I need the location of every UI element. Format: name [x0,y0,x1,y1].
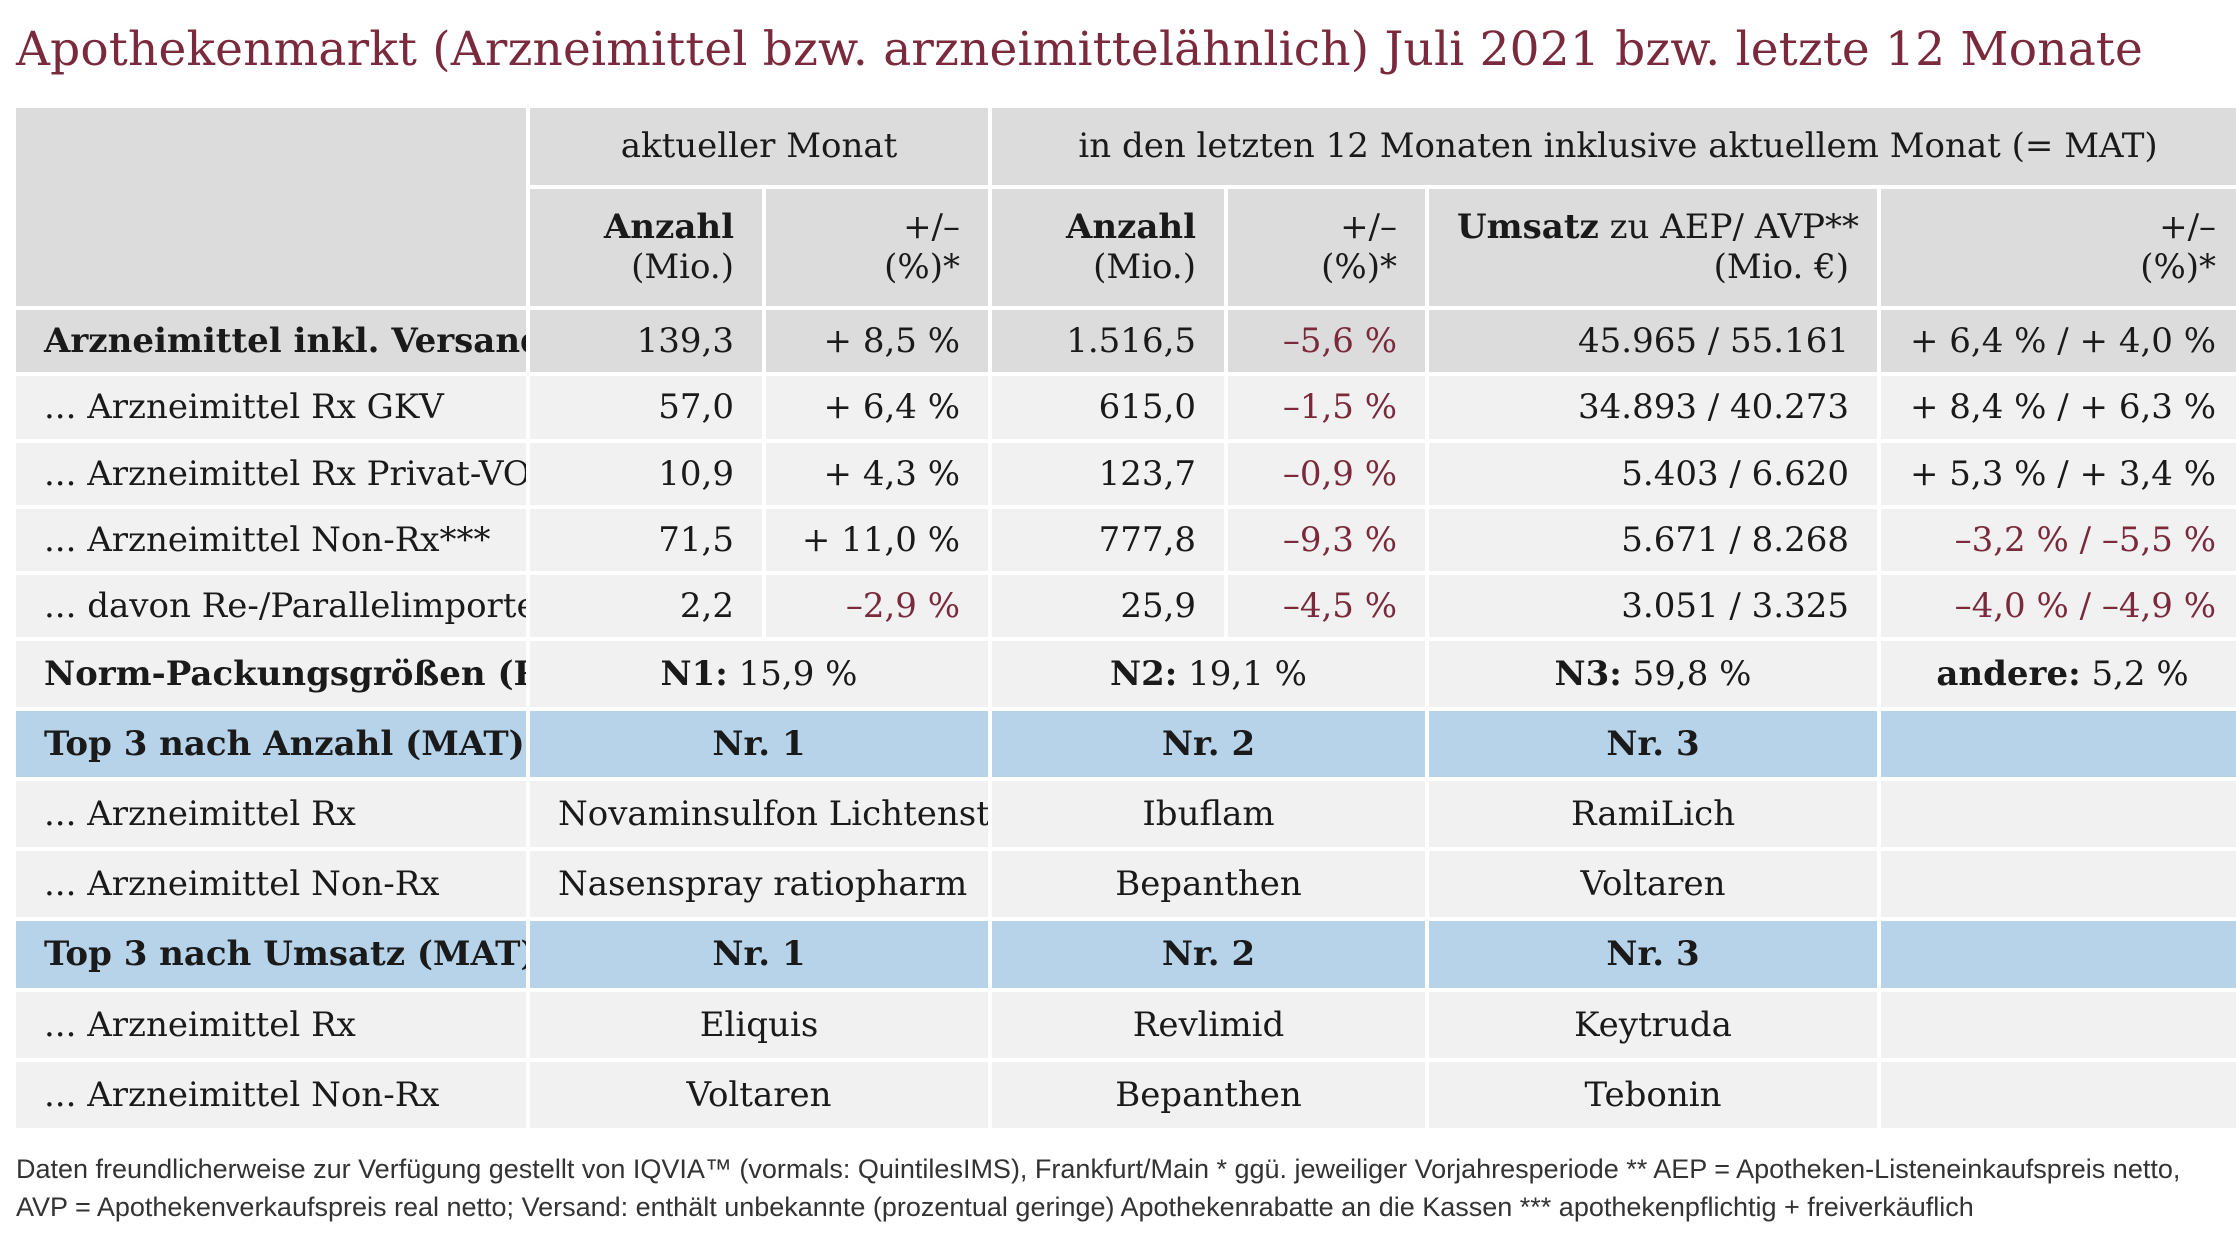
header-column-row: Anzahl (Mio.) +/– (%)* Anzahl (Mio.) +/– (%)… [16,188,2236,307]
table-row: ... Arzneimittel Non-Rx Voltaren Bepanth… [16,1061,2236,1128]
row-label: ... Arzneimittel Rx [16,991,526,1058]
top-anzahl-empty [1881,710,2236,778]
cell-anzahl-mat: 123,7 [992,442,1225,505]
top-umsatz-nonrx-3: Tebonin [1429,1061,1878,1128]
top-anzahl-header-row: Top 3 nach Anzahl (MAT) Nr. 1 Nr. 2 Nr. … [16,710,2236,778]
header-group-row: aktueller Monat in den letzten 12 Monate… [16,108,2236,307]
header-mat: in den letzten 12 Monaten inklusive aktu… [992,108,2236,185]
table-row: ... Arzneimittel Non-Rx Nasenspray ratio… [16,851,2236,918]
top-anzahl-nr1: Nr. 1 [530,710,989,778]
top-anzahl-label: Top 3 nach Anzahl (MAT) [16,710,526,778]
header-change-current: +/– (%)* [766,188,989,307]
page-title: Apothekenmarkt (Arzneimittel bzw. arznei… [16,22,2144,77]
header-umsatz-change: +/– (%)* [1881,188,2236,307]
cell-umsatz-change: –4,0 % / –4,9 % [1881,574,2236,637]
footnote-line-1: Daten freundlicherweise zur Verfügung ge… [16,1154,2181,1184]
top-umsatz-rx-1: Eliquis [530,991,989,1058]
top-umsatz-header-row: Top 3 nach Umsatz (MAT) Nr. 1 Nr. 2 Nr. … [16,921,2236,988]
header-change-mat: +/– (%)* [1228,188,1426,307]
top-anzahl-rx-1: Novaminsulfon Lichtenst. [530,781,989,848]
norm-n1: N1: 15,9 % [530,640,989,707]
cell-umsatz: 34.893 / 40.273 [1429,376,1878,439]
cell-change: + 8,5 % [766,310,989,373]
cell-anzahl-mat: 777,8 [992,508,1225,571]
header-anzahl-current: Anzahl (Mio.) [530,188,762,307]
cell-anzahl-mat: 1.516,5 [992,310,1225,373]
footnote-line-2: AVP = Apothekenverkaufspreis real netto;… [16,1192,1974,1222]
cell-change: –2,9 % [766,574,989,637]
row-label: ... Arzneimittel Rx [16,781,526,848]
cell-change: + 4,3 % [766,442,989,505]
header-corner-cell [16,108,526,307]
cell-change-mat: –1,5 % [1228,376,1426,439]
top-umsatz-nr2: Nr. 2 [992,921,1426,988]
top-umsatz-rx-3: Keytruda [1429,991,1878,1058]
cell-anzahl: 57,0 [530,376,762,439]
cell-change: + 11,0 % [766,508,989,571]
cell-anzahl: 71,5 [530,508,762,571]
top-umsatz-rx-2: Revlimid [992,991,1426,1058]
header-current-month: aktueller Monat [530,108,989,185]
cell-change-mat: –5,6 % [1228,310,1426,373]
cell-umsatz: 5.671 / 8.268 [1429,508,1878,571]
table-row: ... Arzneimittel Rx GKV 57,0 + 6,4 % 615… [16,376,2236,439]
row-label: ... Arzneimittel Non-Rx [16,851,526,918]
top-anzahl-nonrx-2: Bepanthen [992,851,1426,918]
top-umsatz-empty [1881,921,2236,988]
row-label: ... Arzneimittel Non-Rx*** [16,508,526,571]
cell-umsatz-change: + 5,3 % / + 3,4 % [1881,442,2236,505]
footnote: Daten freundlicherweise zur Verfügung ge… [16,1150,2226,1226]
table-row: ... Arzneimittel Rx Novaminsulfon Lichte… [16,781,2236,848]
table-row: Arzneimittel inkl. Versand 139,3 + 8,5 %… [16,310,2236,373]
top-anzahl-rx-2: Ibuflam [992,781,1426,848]
header-anzahl-mat: Anzahl (Mio.) [992,188,1225,307]
top-umsatz-nr1: Nr. 1 [530,921,989,988]
top-umsatz-nr3: Nr. 3 [1429,921,1878,988]
top-umsatz-nonrx-1: Voltaren [530,1061,989,1128]
top-umsatz-nonrx-2: Bepanthen [992,1061,1426,1128]
top-anzahl-nonrx-3: Voltaren [1429,851,1878,918]
table-row: ... Arzneimittel Rx Privat-VO 10,9 + 4,3… [16,442,2236,505]
row-label: ... Arzneimittel Rx GKV [16,376,526,439]
norm-n2: N2: 19,1 % [992,640,1426,707]
table-row: ... davon Re-/Parallelimporte 2,2 –2,9 %… [16,574,2236,637]
row-label: ... Arzneimittel Non-Rx [16,1061,526,1128]
row-label: ... davon Re-/Parallelimporte [16,574,526,637]
cell-anzahl-mat: 615,0 [992,376,1225,439]
cell-umsatz: 3.051 / 3.325 [1429,574,1878,637]
empty-cell [1881,781,2236,848]
top-anzahl-rx-3: RamiLich [1429,781,1878,848]
table-row: ... Arzneimittel Rx Eliquis Revlimid Key… [16,991,2236,1058]
norm-label: Norm-Packungsgrößen (Rx) [16,640,526,707]
cell-anzahl: 2,2 [530,574,762,637]
cell-umsatz-change: –3,2 % / –5,5 % [1881,508,2236,571]
cell-change-mat: –4,5 % [1228,574,1426,637]
empty-cell [1881,851,2236,918]
norm-other: andere: 5,2 % [1881,640,2236,707]
cell-anzahl-mat: 25,9 [992,574,1225,637]
empty-cell [1881,991,2236,1058]
row-label: ... Arzneimittel Rx Privat-VO [16,442,526,505]
norm-row: Norm-Packungsgrößen (Rx) N1: 15,9 % N2: … [16,640,2236,707]
cell-change-mat: –9,3 % [1228,508,1426,571]
empty-cell [1881,1061,2236,1128]
row-label: Arzneimittel inkl. Versand [16,310,526,373]
cell-change-mat: –0,9 % [1228,442,1426,505]
cell-umsatz: 5.403 / 6.620 [1429,442,1878,505]
top-umsatz-label: Top 3 nach Umsatz (MAT) [16,921,526,988]
top-anzahl-nr3: Nr. 3 [1429,710,1878,778]
market-table: aktueller Monat in den letzten 12 Monate… [12,104,2236,1132]
table-row: ... Arzneimittel Non-Rx*** 71,5 + 11,0 %… [16,508,2236,571]
cell-change: + 6,4 % [766,376,989,439]
cell-umsatz: 45.965 / 55.161 [1429,310,1878,373]
cell-anzahl: 10,9 [530,442,762,505]
cell-umsatz-change: + 8,4 % / + 6,3 % [1881,376,2236,439]
norm-n3: N3: 59,8 % [1429,640,1878,707]
cell-umsatz-change: + 6,4 % / + 4,0 % [1881,310,2236,373]
top-anzahl-nr2: Nr. 2 [992,710,1426,778]
cell-anzahl: 139,3 [530,310,762,373]
top-anzahl-nonrx-1: Nasenspray ratiopharm [530,851,989,918]
header-umsatz-mat: Umsatz zu AEP/ AVP** (Mio. €) [1429,188,1878,307]
